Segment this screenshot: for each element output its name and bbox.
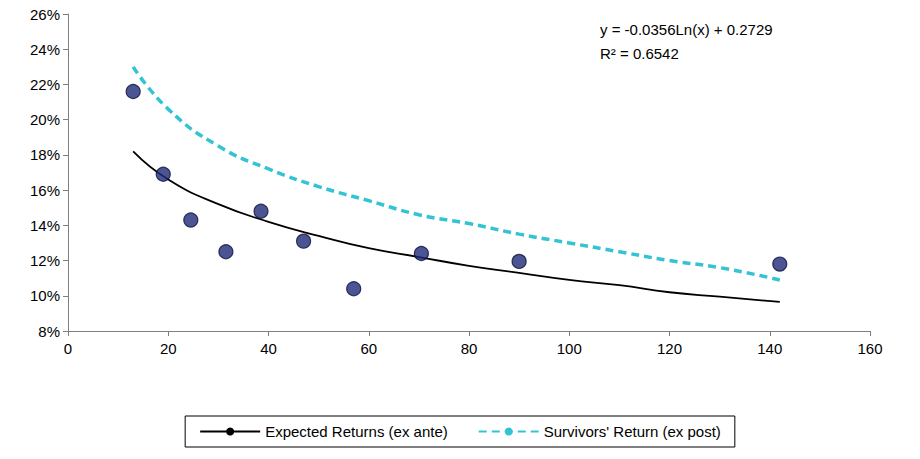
svg-text:60: 60	[360, 340, 377, 357]
svg-text:100: 100	[557, 340, 582, 357]
svg-text:y = -0.0356Ln(x) + 0.2729: y = -0.0356Ln(x) + 0.2729	[600, 21, 773, 38]
svg-text:16%: 16%	[30, 182, 60, 199]
svg-text:80: 80	[461, 340, 478, 357]
svg-text:R² = 0.6542: R² = 0.6542	[600, 45, 679, 62]
svg-text:Survivors' Return (ex post): Survivors' Return (ex post)	[544, 423, 721, 440]
svg-text:120: 120	[657, 340, 682, 357]
svg-text:160: 160	[857, 340, 882, 357]
svg-text:10%: 10%	[30, 287, 60, 304]
svg-text:40: 40	[260, 340, 277, 357]
svg-text:20: 20	[160, 340, 177, 357]
svg-text:12%: 12%	[30, 252, 60, 269]
svg-text:24%: 24%	[30, 41, 60, 58]
svg-text:26%: 26%	[30, 6, 60, 23]
svg-text:20%: 20%	[30, 111, 60, 128]
svg-text:140: 140	[757, 340, 782, 357]
svg-text:14%: 14%	[30, 217, 60, 234]
svg-text:8%: 8%	[38, 323, 60, 340]
svg-text:22%: 22%	[30, 76, 60, 93]
svg-text:18%: 18%	[30, 146, 60, 163]
svg-text:0: 0	[64, 340, 72, 357]
svg-text:Expected Returns (ex ante): Expected Returns (ex ante)	[265, 423, 448, 440]
